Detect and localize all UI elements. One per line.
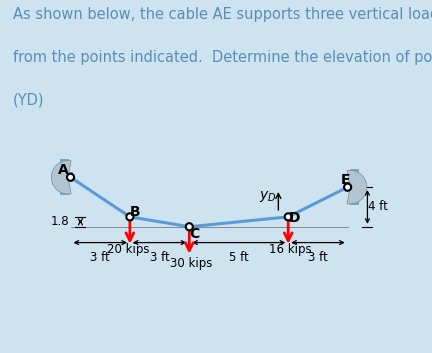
Text: 30 kips: 30 kips bbox=[170, 257, 213, 270]
Text: A: A bbox=[58, 163, 69, 177]
Wedge shape bbox=[51, 160, 71, 194]
Text: 4 ft: 4 ft bbox=[368, 201, 388, 214]
Text: As shown below, the cable AE supports three vertical loads: As shown below, the cable AE supports th… bbox=[13, 7, 432, 22]
Text: B: B bbox=[130, 205, 141, 219]
Text: (YD): (YD) bbox=[13, 92, 44, 108]
Circle shape bbox=[344, 184, 351, 191]
Circle shape bbox=[67, 174, 74, 181]
Text: 3 ft: 3 ft bbox=[308, 251, 328, 264]
Text: 5 ft: 5 ft bbox=[229, 251, 249, 264]
Text: 1.8: 1.8 bbox=[50, 215, 69, 228]
Text: E: E bbox=[341, 173, 350, 187]
Circle shape bbox=[126, 213, 133, 220]
Text: 16 kips: 16 kips bbox=[269, 244, 311, 257]
Bar bbox=[60, 160, 69, 195]
Text: C: C bbox=[190, 227, 200, 241]
Bar bbox=[68, 172, 73, 182]
Circle shape bbox=[186, 223, 193, 230]
Text: D: D bbox=[289, 211, 300, 225]
Text: $y_D$: $y_D$ bbox=[259, 189, 276, 204]
Wedge shape bbox=[347, 170, 367, 204]
Bar bbox=[345, 182, 350, 192]
Text: 3 ft: 3 ft bbox=[150, 251, 169, 264]
Circle shape bbox=[285, 213, 292, 220]
Text: 3 ft: 3 ft bbox=[90, 251, 110, 264]
Bar bbox=[349, 169, 359, 205]
Text: from the points indicated.  Determine the elevation of points D: from the points indicated. Determine the… bbox=[13, 50, 432, 65]
Text: 20 kips: 20 kips bbox=[107, 244, 149, 257]
